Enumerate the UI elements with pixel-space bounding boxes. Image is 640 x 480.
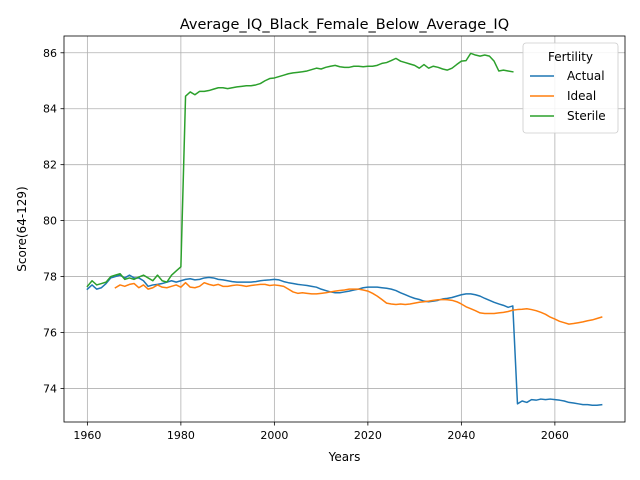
y-tick-label: 74	[43, 382, 57, 395]
x-tick-label: 1980	[167, 429, 195, 442]
x-tick-label: 2020	[354, 429, 382, 442]
chart-title: Average_IQ_Black_Female_Below_Average_IQ	[180, 17, 509, 33]
series-line-ideal	[114, 281, 603, 325]
x-axis: 1960 1980 2000 2020 2040 2060	[73, 422, 569, 442]
legend: Fertility Actual Ideal Sterile	[522, 42, 619, 134]
y-tick-label: 86	[43, 47, 57, 60]
legend-box	[522, 42, 619, 134]
legend-label-sterile: Sterile	[567, 109, 606, 123]
legend-title: Fertility	[548, 50, 593, 64]
series-line-sterile	[86, 52, 514, 288]
y-tick-label: 80	[43, 215, 57, 228]
plot-area-frame	[63, 35, 626, 423]
x-tick-label: 1960	[73, 429, 101, 442]
series-line-actual	[86, 274, 603, 406]
legend-label-ideal: Ideal	[567, 89, 596, 103]
y-tick-label: 76	[43, 326, 57, 339]
x-tick-label: 2040	[447, 429, 475, 442]
y-tick-label: 84	[43, 103, 57, 116]
grid-lines	[64, 36, 625, 422]
legend-label-actual: Actual	[567, 69, 605, 83]
y-tick-label: 82	[43, 159, 57, 172]
x-tick-label: 2000	[260, 429, 288, 442]
x-tick-label: 2060	[541, 429, 569, 442]
y-axis-label: Score(64-129)	[15, 186, 29, 271]
legend-entries: Actual Ideal Sterile	[530, 69, 606, 123]
series-lines	[86, 52, 603, 406]
x-axis-label: Years	[328, 450, 361, 464]
y-tick-label: 78	[43, 271, 57, 284]
y-axis: 74 76 78 80 82 84 86	[43, 47, 64, 395]
